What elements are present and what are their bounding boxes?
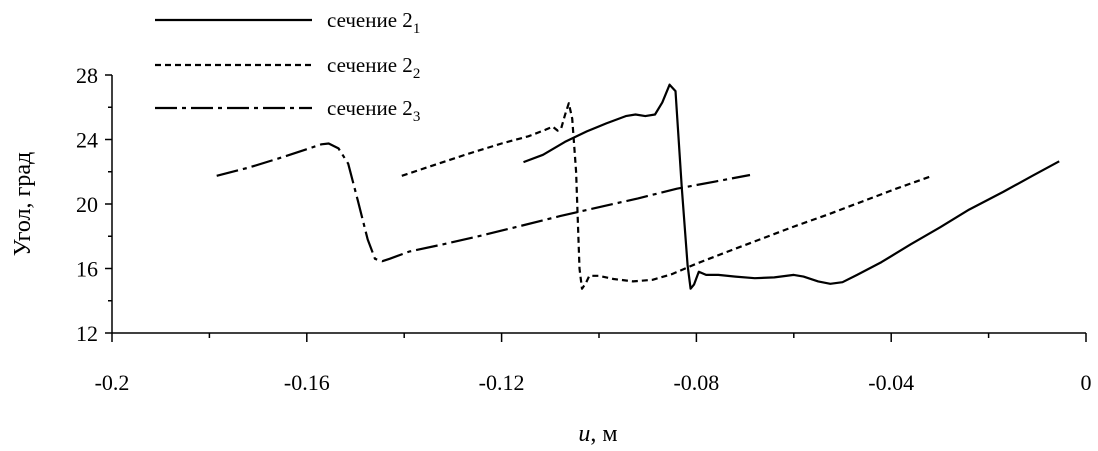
tick-labels: 12 16 20 24 28 -0.2 -0.16 -0.12 -0.08 -0.04 0 bbox=[76, 63, 1092, 395]
series-layer bbox=[216, 83, 1060, 290]
x-axis-title-unit: , м bbox=[590, 421, 617, 447]
x-tick-label: 0 bbox=[1081, 370, 1092, 395]
y-tick-label: 20 bbox=[76, 192, 98, 217]
x-axis-title-variable: u bbox=[578, 421, 590, 447]
ticks bbox=[105, 74, 1087, 342]
x-tick-label: -0.08 bbox=[673, 370, 719, 395]
y-tick-label: 28 bbox=[76, 63, 98, 88]
legend-label-2: сечение 22 bbox=[327, 53, 420, 82]
axes bbox=[111, 75, 1086, 334]
series-line-1 bbox=[523, 83, 1060, 290]
y-tick-label: 12 bbox=[76, 321, 98, 346]
x-tick-label: -0.16 bbox=[284, 370, 330, 395]
legend: сечение 21 сечение 22 сечение 23 bbox=[155, 8, 420, 125]
legend-label-3: сечение 23 bbox=[327, 96, 420, 125]
y-tick-label: 24 bbox=[76, 128, 98, 153]
series-line-2 bbox=[401, 102, 931, 290]
y-tick-label: 16 bbox=[76, 257, 98, 282]
y-axis-title: Угол, град bbox=[10, 152, 36, 257]
legend-label-1: сечение 21 bbox=[327, 8, 420, 37]
x-tick-label: -0.2 bbox=[95, 370, 130, 395]
x-axis-title: u, м bbox=[578, 421, 617, 447]
series-line-3 bbox=[216, 142, 751, 263]
x-tick-label: -0.12 bbox=[479, 370, 525, 395]
x-tick-label: -0.04 bbox=[868, 370, 914, 395]
